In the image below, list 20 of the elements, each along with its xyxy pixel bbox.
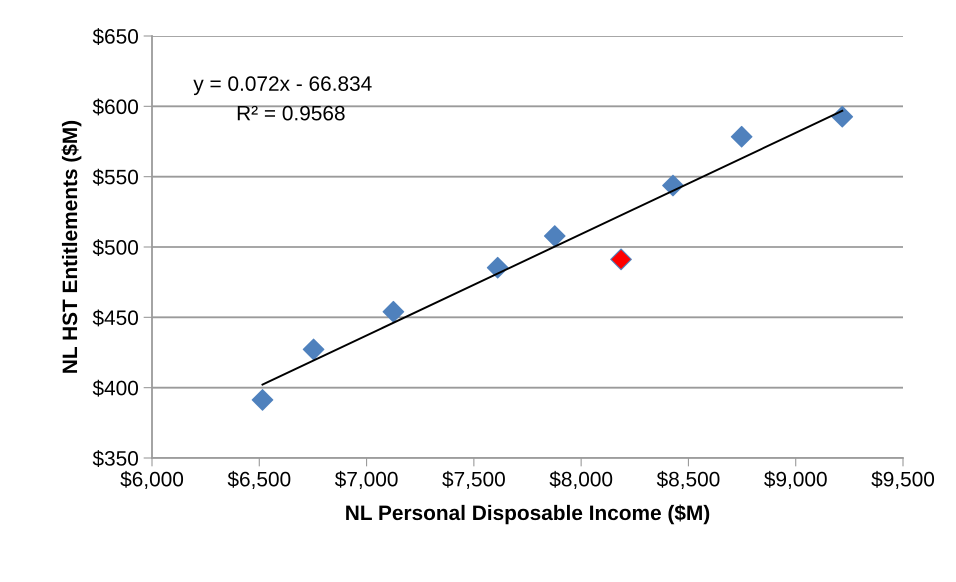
x-tick-label: $6,000: [120, 470, 184, 489]
y-tick-label: $500: [92, 239, 138, 256]
annotation: R² = 0.9568: [238, 106, 345, 120]
y-tick-label: $550: [92, 168, 138, 186]
y-tick-label: $650: [92, 28, 138, 45]
x-tick-label: $7,500: [442, 470, 505, 489]
y-tick-label: $350: [92, 450, 138, 467]
y-tick-label: $400: [92, 380, 138, 397]
x-tick-label: $6,500: [228, 470, 290, 489]
point: [544, 225, 566, 247]
x-tick-label: $9,500: [871, 470, 934, 489]
x-tick-label: $7,000: [334, 470, 398, 489]
x-tick-label: $8,500: [656, 470, 720, 489]
x-tick-label: $8,000: [550, 470, 612, 489]
y-tick-label: $450: [92, 309, 138, 326]
x-axis-title: NL Personal Disposable Income ($M): [346, 504, 710, 524]
y-axis-title: NL HST Entitlements ($M): [62, 120, 82, 373]
x-tick-label: $9,000: [764, 470, 827, 489]
y-tick-label: $600: [92, 98, 138, 116]
annotation: y = 0.072x - 66.834: [193, 76, 372, 96]
